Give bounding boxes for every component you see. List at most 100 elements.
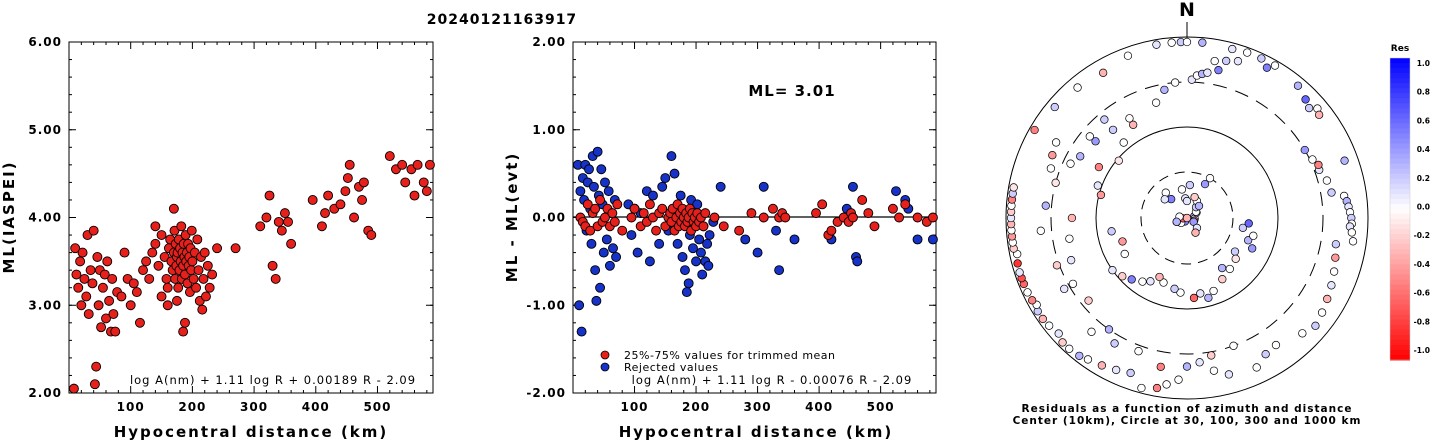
- colorbar-cell: [1390, 128, 1410, 135]
- accepted-point: [255, 221, 266, 232]
- station-residual-point: [1170, 284, 1179, 293]
- accepted-point: [125, 300, 136, 311]
- colorbar-cell: [1390, 229, 1410, 235]
- station-residual-point: [1340, 156, 1349, 165]
- accepted-point: [75, 256, 86, 267]
- colorbar-cell: [1390, 193, 1410, 200]
- station-residual-point: [1293, 81, 1303, 90]
- station-residual-point: [1176, 288, 1185, 297]
- y-tick-label: 0.00: [532, 211, 566, 225]
- colorbar-cell: [1390, 118, 1410, 125]
- station-residual-point: [1196, 289, 1205, 298]
- rejected-point: [696, 247, 706, 258]
- rejected-point: [595, 282, 606, 293]
- station-residual-point: [1314, 110, 1324, 119]
- colorbar-cell: [1390, 138, 1410, 145]
- accepted-point: [397, 159, 408, 170]
- accepted-point: [887, 203, 898, 214]
- rejected-point: [586, 238, 597, 249]
- station-residual-point: [1174, 375, 1183, 384]
- accepted-point: [421, 186, 432, 197]
- accepted-point: [116, 291, 127, 302]
- chart2-ticks: 100 200 300 400 500 -2.00 -1.00 0.00 1.00 2.00: [526, 35, 936, 414]
- y-tick-label: 4.00: [28, 211, 62, 225]
- station-residual-point: [1252, 363, 1261, 372]
- rejected-point: [715, 181, 726, 192]
- rejected-point: [852, 256, 863, 267]
- station-residual-point: [1314, 160, 1323, 170]
- colorbar-label: -1.0: [1414, 346, 1430, 355]
- station-residual-point: [1119, 138, 1128, 147]
- accepted-point: [316, 221, 327, 232]
- y-tick-label: 3.00: [28, 298, 62, 312]
- accepted-point: [110, 326, 121, 337]
- accepted-point: [191, 282, 202, 293]
- accepted-point: [267, 260, 278, 271]
- colorbar-cell: [1390, 183, 1410, 190]
- accepted-point: [626, 212, 637, 223]
- accepted-point: [595, 194, 606, 205]
- accepted-point: [230, 243, 241, 254]
- station-residual-point: [1125, 114, 1134, 123]
- station-residual-point: [1065, 344, 1074, 353]
- accepted-point: [162, 282, 173, 293]
- accepted-point: [141, 256, 152, 267]
- colorbar-cell: [1390, 309, 1410, 316]
- accepted-point: [283, 216, 293, 227]
- rejected-point: [626, 230, 637, 241]
- station-residual-point: [1200, 179, 1210, 189]
- ml-vs-distance-chart: 100 200 300 400 500 2.00 3.00 4.00 5.00 6.00 ML(I…: [0, 35, 435, 441]
- accepted-point: [144, 273, 155, 284]
- accepted-point: [780, 212, 791, 223]
- accepted-point: [264, 190, 275, 201]
- station-residual-point: [1209, 286, 1218, 296]
- station-residual-point: [1120, 249, 1129, 259]
- station-residual-point: [1308, 155, 1317, 164]
- colorbar-frame: [1389, 57, 1411, 361]
- station-residual-point: [1329, 267, 1339, 276]
- rejected-point: [752, 247, 763, 258]
- colorbar-cell: [1390, 224, 1410, 230]
- colorbar-cell: [1390, 244, 1410, 250]
- colorbar-cell: [1390, 143, 1410, 150]
- station-residual-point: [1151, 98, 1161, 107]
- station-residual-point: [1322, 176, 1332, 185]
- station-residual-point: [1129, 120, 1138, 129]
- colorbar-cell: [1390, 123, 1410, 130]
- station-residual-point: [1104, 325, 1114, 334]
- x-tick-label: 500: [867, 400, 895, 414]
- station-residual-point: [1013, 259, 1022, 268]
- rejected-point: [694, 234, 705, 245]
- colorbar-cell: [1390, 299, 1410, 306]
- station-residual-point: [1009, 183, 1018, 192]
- station-residual-point: [1038, 314, 1047, 324]
- chart2-y-axis-label: ML - ML(evt): [503, 152, 521, 282]
- rejected-point: [740, 234, 751, 245]
- rejected-point: [677, 252, 688, 262]
- station-residual-point: [1182, 196, 1192, 206]
- colorbar-cell: [1390, 88, 1410, 94]
- station-residual-point: [1190, 192, 1199, 202]
- accepted-point: [173, 282, 184, 293]
- rejected-point: [688, 243, 698, 254]
- colorbar-label: 0.2: [1417, 174, 1430, 183]
- rejected-point: [704, 230, 715, 241]
- accepted-point: [323, 190, 334, 201]
- station-residual-point: [1243, 48, 1252, 57]
- ring-1000km: [1005, 36, 1369, 400]
- colorbar-cell: [1390, 63, 1410, 69]
- accepted-point: [101, 313, 111, 324]
- colorbar-cell: [1390, 344, 1410, 351]
- accepted-point: [412, 159, 423, 170]
- ring-100km: [1095, 126, 1279, 310]
- accepted-point: [198, 273, 209, 284]
- chart2-x-axis-label: Hypocentral distance (km): [619, 423, 894, 441]
- rejected-point: [847, 181, 858, 192]
- rejected-point: [608, 243, 618, 254]
- colorbar-cell: [1390, 198, 1410, 205]
- accepted-point: [590, 203, 601, 214]
- accepted-point: [644, 199, 655, 210]
- station-residual-point: [1118, 272, 1127, 281]
- accepted-point: [409, 190, 420, 201]
- station-residual-point: [1177, 185, 1187, 194]
